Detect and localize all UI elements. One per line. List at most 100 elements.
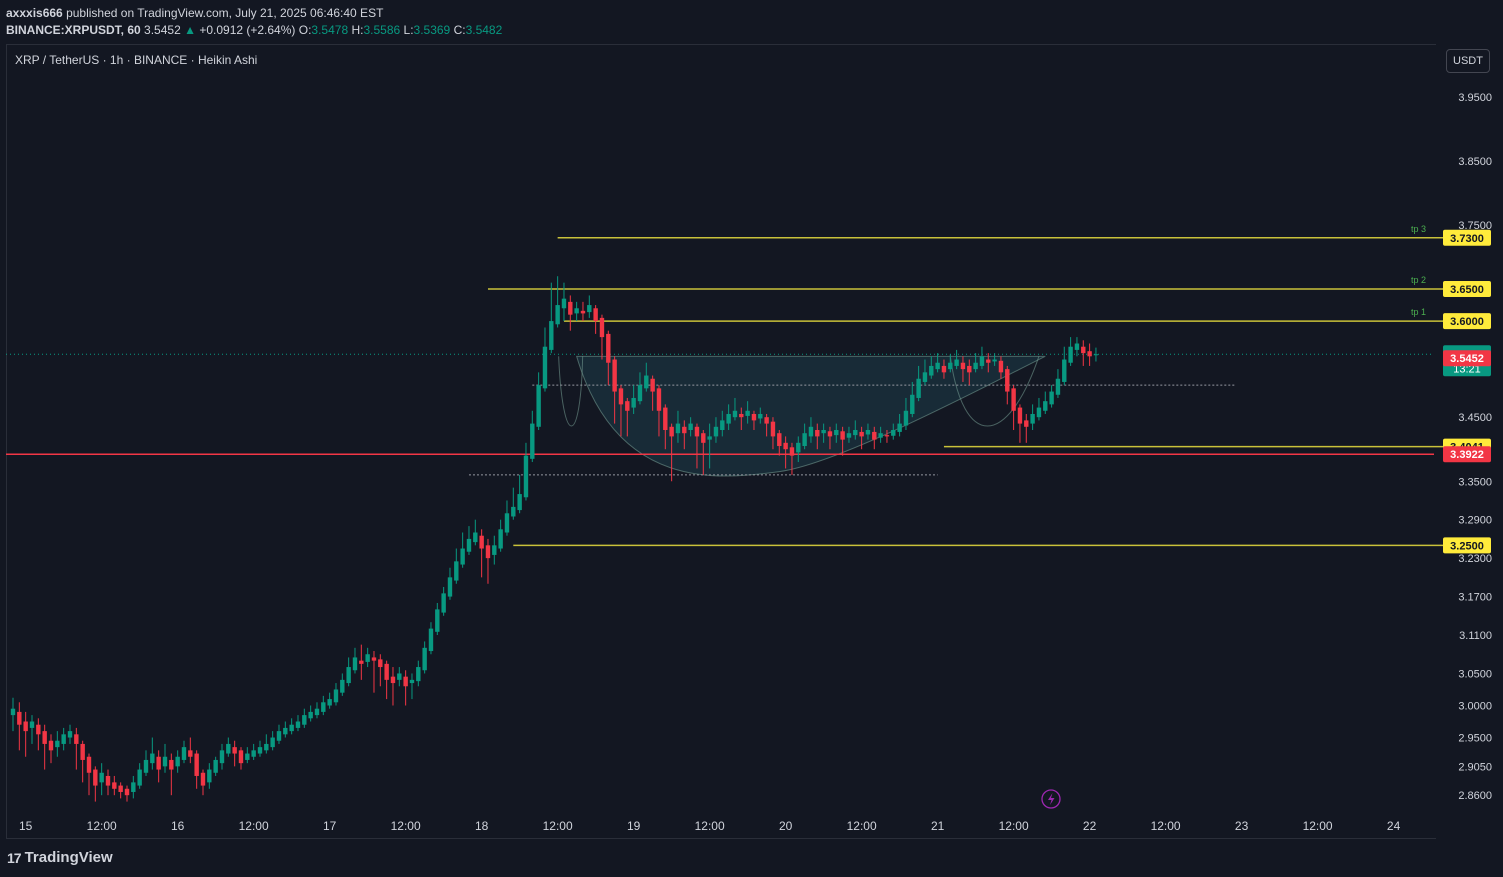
candle-body bbox=[131, 782, 136, 792]
time-tick: 22 bbox=[1083, 819, 1097, 833]
lightning-icon[interactable] bbox=[1041, 789, 1061, 809]
candle bbox=[840, 426, 845, 456]
candle-body bbox=[568, 301, 573, 315]
candle bbox=[137, 763, 142, 789]
candle-body bbox=[517, 494, 522, 511]
candle-body bbox=[815, 430, 820, 437]
candle bbox=[346, 657, 351, 687]
candle-body bbox=[36, 724, 41, 735]
candle-body bbox=[10, 708, 16, 716]
price-tick: 3.8500 bbox=[1458, 156, 1492, 168]
candle-body bbox=[257, 747, 263, 754]
candle-body bbox=[175, 756, 180, 767]
symbol-title: XRP / TetherUS · 1h · BINANCE · Heikin A… bbox=[15, 53, 258, 67]
published-text: published on TradingView.com, July 21, 2… bbox=[66, 6, 384, 20]
candle bbox=[935, 353, 940, 373]
candle bbox=[124, 785, 130, 802]
candle-body bbox=[669, 426, 674, 437]
level-badge-4: 3.2500 bbox=[1450, 540, 1484, 552]
candle-body bbox=[473, 532, 478, 543]
candle-body bbox=[238, 750, 244, 764]
candle bbox=[770, 417, 776, 450]
candle bbox=[1017, 404, 1023, 443]
candle-body bbox=[916, 378, 921, 398]
candle-body bbox=[80, 743, 85, 760]
candle-body bbox=[637, 385, 643, 402]
candle bbox=[175, 750, 180, 773]
candle-body bbox=[1030, 413, 1035, 424]
currency-button[interactable]: USDT bbox=[1446, 49, 1490, 73]
price-tick: 3.9500 bbox=[1458, 92, 1492, 104]
candle-body bbox=[606, 333, 611, 363]
candle-body bbox=[751, 413, 757, 421]
candle-body bbox=[1024, 420, 1029, 427]
candle-body bbox=[859, 431, 864, 437]
time-tick: 12:00 bbox=[1151, 819, 1181, 833]
candle bbox=[365, 647, 370, 668]
candle-body bbox=[441, 593, 446, 613]
candle-body bbox=[169, 759, 174, 770]
candle bbox=[568, 295, 573, 331]
candle-body bbox=[891, 430, 896, 436]
candle-body bbox=[422, 647, 427, 671]
candle-body bbox=[384, 663, 389, 680]
candle bbox=[86, 753, 92, 796]
candle-body bbox=[428, 628, 434, 652]
candle-body bbox=[1093, 354, 1099, 356]
candle bbox=[327, 692, 332, 709]
candle bbox=[682, 420, 687, 450]
candle bbox=[403, 670, 408, 706]
candle bbox=[967, 359, 972, 386]
candle-body bbox=[783, 442, 788, 450]
price-tick: 3.2900 bbox=[1458, 515, 1492, 527]
candle bbox=[593, 305, 598, 334]
candle-body bbox=[264, 743, 269, 751]
candle-body bbox=[612, 359, 617, 392]
time-tick: 23 bbox=[1235, 819, 1249, 833]
candle bbox=[960, 356, 966, 382]
candle-body bbox=[808, 426, 814, 437]
candle-body bbox=[625, 401, 630, 411]
candle-body bbox=[340, 679, 345, 693]
candle-body bbox=[105, 775, 111, 786]
time-tick: 17 bbox=[323, 819, 337, 833]
candle bbox=[1055, 369, 1061, 398]
candle bbox=[36, 718, 41, 751]
candle-body bbox=[1074, 343, 1080, 350]
candle bbox=[986, 353, 991, 373]
candle-body bbox=[593, 308, 598, 322]
time-tick: 19 bbox=[627, 819, 641, 833]
candle-body bbox=[219, 750, 225, 764]
candle bbox=[637, 372, 643, 405]
candle-body bbox=[796, 442, 801, 453]
candle bbox=[922, 359, 928, 386]
candle-body bbox=[536, 385, 541, 427]
time-tick: 12:00 bbox=[695, 819, 725, 833]
candle-body bbox=[390, 676, 396, 684]
candle bbox=[872, 426, 877, 450]
candle-body bbox=[929, 365, 934, 376]
candle-body bbox=[295, 721, 301, 728]
price-tick: 2.9050 bbox=[1458, 761, 1492, 773]
candle bbox=[707, 423, 712, 469]
candle bbox=[245, 747, 250, 764]
candle-body bbox=[739, 413, 744, 418]
candle bbox=[42, 724, 47, 770]
candle bbox=[219, 743, 225, 770]
candle bbox=[422, 641, 427, 674]
candle-body bbox=[941, 365, 947, 373]
candle bbox=[555, 276, 560, 328]
tradingview-logo[interactable]: 17 TradingView bbox=[7, 849, 113, 866]
candle-body bbox=[200, 772, 206, 786]
candle bbox=[853, 420, 858, 440]
candle-body bbox=[346, 667, 351, 684]
author-name[interactable]: axxxis666 bbox=[6, 6, 63, 20]
candle bbox=[701, 430, 706, 475]
time-tick: 18 bbox=[475, 819, 489, 833]
candle bbox=[720, 410, 725, 437]
candle bbox=[549, 282, 554, 354]
candle-body bbox=[29, 721, 35, 728]
price-chart[interactable]: tp 3 tp 2 tp 1 3.9500 3.8500 3.7500 3.4500 3.35… bbox=[6, 44, 1497, 839]
candle-body bbox=[213, 759, 218, 773]
candle-body bbox=[1011, 388, 1016, 411]
